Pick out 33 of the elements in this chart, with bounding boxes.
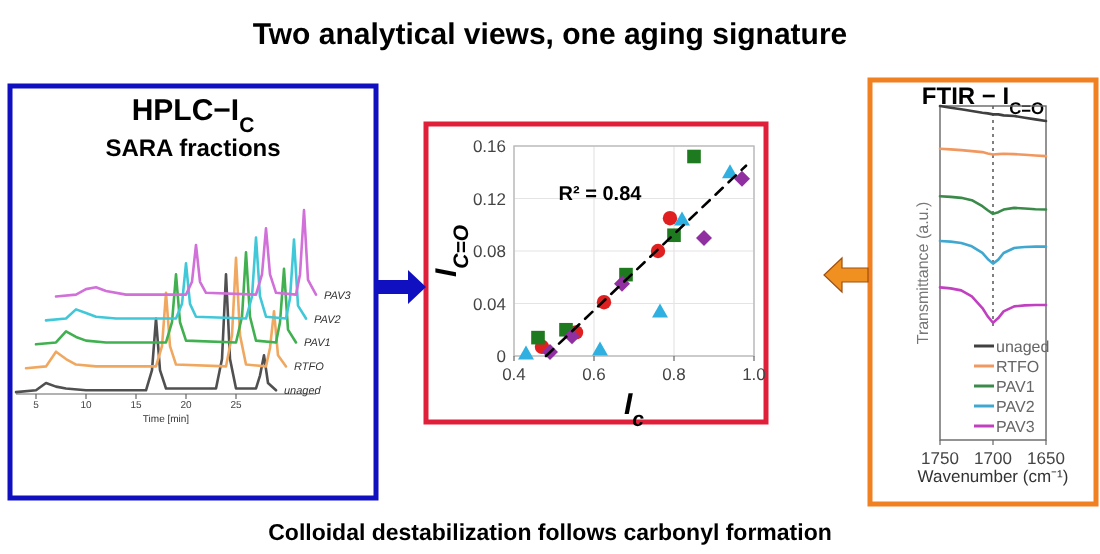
x-axis-title: Wavenumber (cm⁻¹) (917, 466, 1069, 486)
chart-title: FTIR − I$_{C=O}$ (921, 82, 1046, 118)
point (518, 345, 534, 360)
point (531, 330, 545, 345)
point (696, 229, 712, 246)
point (687, 149, 701, 164)
y-tick-label: 0.04 (472, 293, 507, 314)
text: Colloidal destabilization follows carbonyl formation (268, 522, 832, 546)
x-tick-label: 0.6 (582, 364, 607, 384)
legend-label: PAV2 (996, 398, 1036, 416)
y-axis-title: Transmittance (a.u.) (914, 201, 932, 345)
point (592, 341, 608, 356)
x-tick-label: 0.4 (502, 364, 527, 384)
legend-label: PAV3 (996, 418, 1036, 436)
y-tick-label: 0 (496, 346, 507, 366)
y-tick-label: 0.16 (472, 136, 507, 156)
y-tick-label: 0.12 (472, 188, 507, 209)
x-tick-label: 1750 (921, 448, 960, 468)
point (674, 211, 690, 226)
legend-label: PAV1 (996, 378, 1036, 396)
x-tick-label: 1650 (1027, 448, 1066, 468)
x-tick-label: 1700 (974, 448, 1013, 468)
x-tick-label: 0.8 (662, 364, 687, 384)
x-axis-title: I$_{c}$ (623, 388, 645, 432)
text: Two analytical views, one aging signature (252, 18, 848, 52)
chart-title: HPLC−I$_{C}$ (131, 94, 256, 138)
legend-label: RTFO (996, 358, 1040, 376)
point (652, 303, 668, 318)
point (734, 170, 750, 187)
annotation: R² = 0.84 (558, 184, 643, 206)
y-tick-label: 0.08 (472, 241, 507, 261)
chart-subtitle: SARA fractions (105, 134, 282, 162)
point (662, 210, 678, 226)
